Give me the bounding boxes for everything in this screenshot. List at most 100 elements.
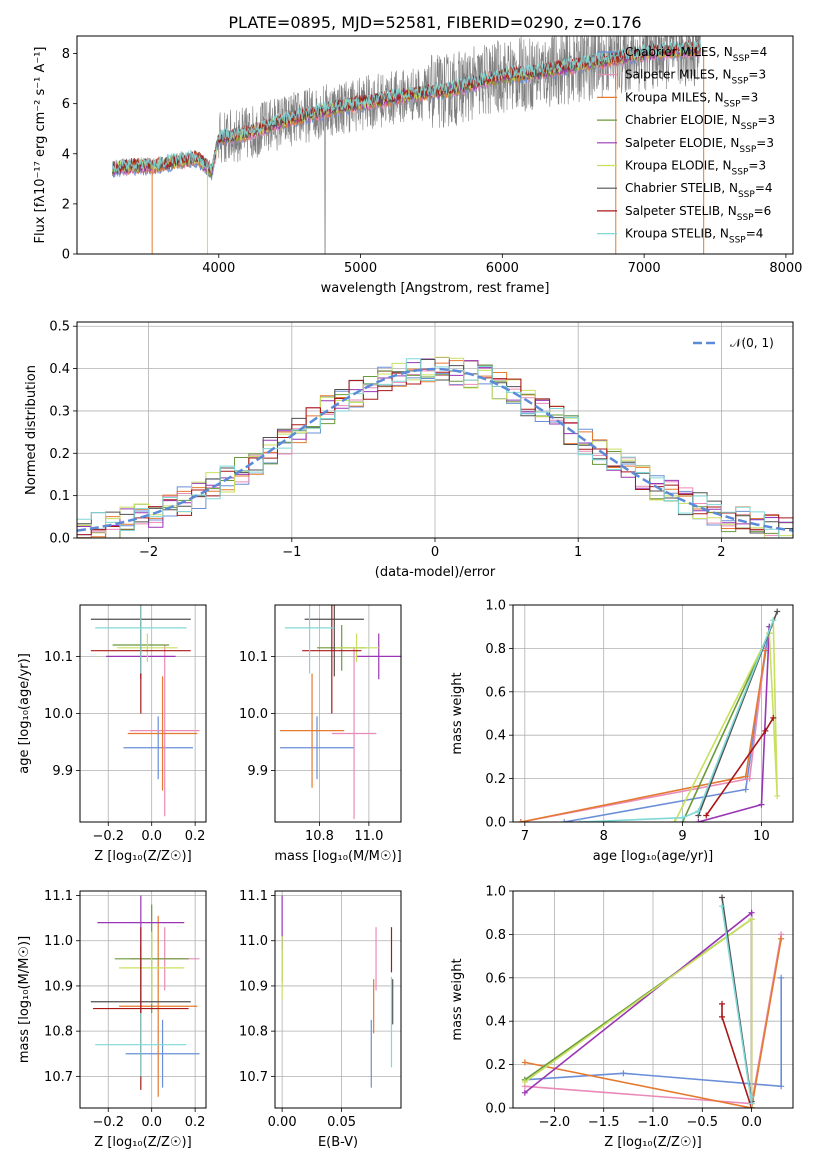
legend-entry: Salpeter ELODIE, NSSP=3: [625, 136, 774, 155]
y-tick-label: 0.8: [485, 928, 506, 943]
series-marker: [778, 935, 785, 942]
x-tick-label: 9: [678, 829, 686, 844]
y-tick-label: 10.9: [44, 979, 73, 994]
y-tick-label: 10.1: [239, 650, 268, 665]
y-tick-label: 11.0: [239, 934, 268, 949]
legend-subscript: SSP: [724, 99, 741, 109]
residuals-plot-area: [77, 356, 793, 538]
series-marker: [770, 617, 777, 624]
series-marker: [778, 974, 785, 981]
legend-entry: 𝒩(0, 1): [730, 336, 774, 350]
axes-frame: [76, 321, 794, 539]
y-tick-label: 10.8: [44, 1025, 73, 1040]
legend-subscript: SSP: [737, 213, 754, 223]
x-tick-label: 0.0: [741, 1115, 762, 1130]
y-axis-label: mass [log₁₀(M/M☉)]: [17, 936, 32, 1063]
chart-spectrum: 4000 5000 6000 7000 8000 0 2 4 6 8 wavelength [Ang…: [33, 35, 802, 296]
x-tick-label: 1: [574, 545, 582, 560]
x-tick-label: −2.0: [539, 1115, 571, 1130]
series-marker: [758, 801, 765, 808]
y-tick-label: 0.6: [485, 685, 506, 700]
series-marker: [719, 903, 726, 910]
series-marker: [748, 916, 755, 923]
x-axis-label: Z [log₁₀(Z/Z☉)]: [604, 1135, 701, 1150]
series-marker: [695, 808, 702, 815]
data-spectrum-line: [112, 36, 701, 254]
y-tick-label: 10.7: [239, 1070, 268, 1085]
x-tick-label: 10.8: [305, 829, 334, 844]
x-tick-label: 10: [753, 829, 770, 844]
series-line: [579, 619, 775, 822]
legend-subscript: SSP: [732, 168, 749, 178]
x-tick-label: −0.2: [92, 1115, 124, 1130]
chart-mass_weight_vs_age: 7 8 9 10 0.0 0.2 0.4 0.6 0.8 1.0 age [log₁₀(age/yr…: [450, 599, 794, 864]
mass_vs_Z-plot-area: [90, 895, 200, 1097]
x-tick-label: 6000: [486, 261, 519, 276]
y-tick-label: 11.1: [239, 889, 268, 904]
legend-value: =3: [756, 136, 774, 150]
y-tick-label: 0.2: [49, 447, 70, 462]
legend-subscript: SSP: [739, 145, 756, 155]
age_vs_Z-plot-area: [90, 605, 200, 817]
y-tick-label: 10.9: [239, 979, 268, 994]
x-tick-label: 0.2: [185, 1115, 206, 1130]
axes-frame: [512, 890, 794, 1109]
y-tick-label: 10.8: [239, 1025, 268, 1040]
series-marker: [521, 1059, 528, 1066]
series-marker: [748, 1094, 755, 1101]
x-tick-label: 2: [717, 545, 725, 560]
figure-title: PLATE=0895, MJD=52581, FIBERID=0290, z=0…: [228, 13, 641, 32]
series-line: [673, 620, 778, 822]
y-tick-label: 0.0: [485, 816, 506, 831]
x-tick-label: 7000: [628, 261, 661, 276]
series-marker: [577, 819, 584, 822]
legend-subscript: SSP: [738, 190, 755, 200]
chart-mass_weight_vs_Z: −2.0 −1.5 −1.0 −0.5 0.0 0.0 0.2 0.4 0.6 0.8 1.0 Z […: [450, 885, 794, 1150]
series-marker: [521, 1078, 528, 1085]
series-line: [721, 1003, 753, 1108]
x-tick-label: 0.0: [141, 829, 162, 844]
x-tick-label: 0.05: [327, 1115, 356, 1130]
y-tick-label: 10.0: [239, 707, 268, 722]
legend-value: =6: [754, 204, 772, 218]
y-tick-label: 0.4: [485, 1015, 506, 1030]
series-line: [681, 632, 771, 822]
y-tick-label: 0.4: [49, 362, 70, 377]
mass_weight_vs_Z-plot-area: [521, 894, 785, 1108]
x-tick-label: 7: [521, 829, 529, 844]
y-axis-label: mass weight: [450, 672, 465, 754]
y-tick-label: 0.8: [485, 642, 506, 657]
legend-entry: Salpeter MILES, NSSP=3: [625, 68, 766, 87]
x-tick-label: −1.5: [588, 1115, 620, 1130]
axes-frame: [79, 890, 207, 1109]
series-line: [524, 917, 753, 1108]
age_vs_mass-plot-area: [279, 605, 401, 820]
x-tick-label: 4000: [202, 261, 235, 276]
series-marker: [746, 775, 753, 782]
x-tick-label: −2: [139, 545, 158, 560]
y-tick-label: 0.2: [485, 772, 506, 787]
y-tick-label: 0.4: [485, 729, 506, 744]
y-axis-label: Normed distribution: [24, 365, 39, 495]
series-line: [524, 917, 753, 1108]
legend-subscript: SSP: [729, 236, 746, 246]
y-axis-label: Flux [fλ10⁻¹⁷ erg cm⁻² s⁻¹ A⁻¹]: [33, 47, 48, 244]
axes-frame: [512, 604, 794, 823]
x-tick-label: 0.0: [141, 1115, 162, 1130]
x-tick-label: −0.2: [92, 829, 124, 844]
series-marker: [762, 727, 769, 734]
legend-subscript: SSP: [733, 54, 750, 64]
y-tick-label: 10.0: [44, 707, 73, 722]
x-axis-label: age [log₁₀(age/yr)]: [593, 849, 714, 864]
x-axis-label: Z [log₁₀(Z/Z☉)]: [94, 849, 191, 864]
series-marker: [719, 894, 726, 901]
series-marker: [770, 714, 777, 721]
legend-value: =3: [757, 113, 775, 127]
x-tick-label: −0.5: [687, 1115, 719, 1130]
y-tick-label: 0.1: [49, 489, 70, 504]
mass_vs_ebv-plot-area: [281, 895, 394, 1088]
series-marker: [719, 1000, 726, 1007]
series-marker: [748, 909, 755, 916]
